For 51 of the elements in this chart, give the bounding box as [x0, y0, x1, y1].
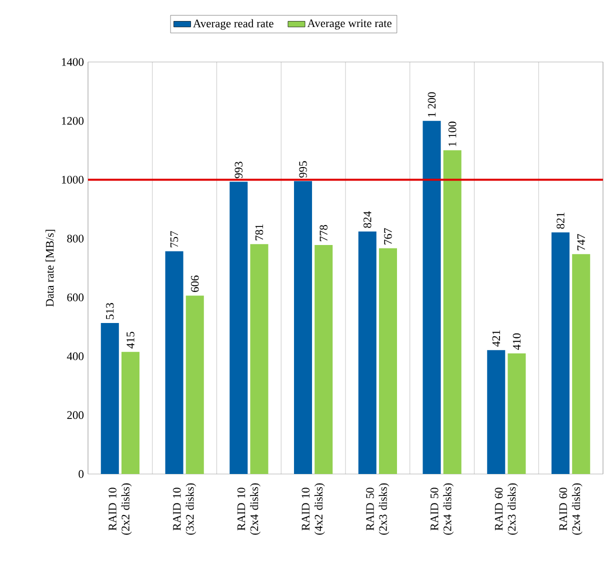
x-tick-label: RAID 50 (2x3 disks) — [366, 483, 390, 535]
bar — [378, 248, 398, 474]
bar — [294, 181, 312, 474]
y-axis-title: Data rate [MB/s] — [46, 230, 56, 307]
bar — [100, 323, 119, 474]
bar — [250, 244, 268, 474]
x-tick-label: RAID 50 (2x4 disks) — [430, 483, 454, 535]
data-label: 421 — [492, 330, 500, 347]
x-tick-label: RAID 10 (3x2 disks) — [173, 483, 196, 535]
bar — [422, 120, 441, 474]
y-tick-label: 800 — [67, 234, 84, 242]
y-tick-label: 600 — [67, 294, 84, 302]
bar — [508, 353, 526, 474]
bar — [314, 245, 333, 474]
x-tick-label: RAID 60 (2x3 disks) — [494, 483, 518, 535]
legend-label: Average write rate — [307, 19, 392, 30]
bar — [443, 150, 462, 474]
legend-label: Average read rate — [193, 19, 274, 30]
data-label: 1 100 — [448, 122, 456, 146]
y-tick-label: 200 — [67, 411, 84, 420]
data-label: 1 200 — [428, 92, 436, 117]
data-label: 995 — [299, 161, 307, 178]
bar — [358, 232, 376, 474]
bar — [165, 251, 184, 474]
data-label: 781 — [255, 224, 264, 240]
x-tick-label: RAID 10 (2x4 disks) — [237, 483, 260, 535]
bar — [572, 254, 590, 474]
data-label: 993 — [234, 162, 242, 178]
bar — [230, 182, 248, 474]
y-tick-label: 400 — [66, 352, 84, 360]
data-label: 767 — [384, 228, 392, 244]
data-label: 606 — [190, 276, 199, 292]
data-label: 824 — [364, 211, 372, 228]
y-tick-label: 1200 — [62, 116, 84, 125]
data-label: 747 — [577, 234, 585, 250]
y-tick-label: 1000 — [62, 176, 84, 184]
data-label: 757 — [170, 231, 178, 248]
x-tick-label: RAID 10 (2x2 disks) — [108, 483, 132, 535]
data-label: 410 — [512, 333, 521, 350]
bar — [186, 296, 204, 474]
x-tick-label: RAID 10 (4x2 disks) — [302, 483, 325, 535]
data-label: 513 — [106, 303, 114, 320]
bar — [121, 352, 140, 474]
bar — [552, 232, 570, 474]
y-tick-label: 0 — [78, 470, 84, 478]
y-tick-label: 1400 — [62, 58, 84, 66]
data-label: 415 — [126, 332, 134, 348]
bar — [487, 350, 506, 474]
x-tick-label: RAID 60 (2x4 disks) — [559, 483, 582, 535]
data-label: 778 — [320, 225, 328, 242]
data-label: 821 — [556, 212, 564, 229]
